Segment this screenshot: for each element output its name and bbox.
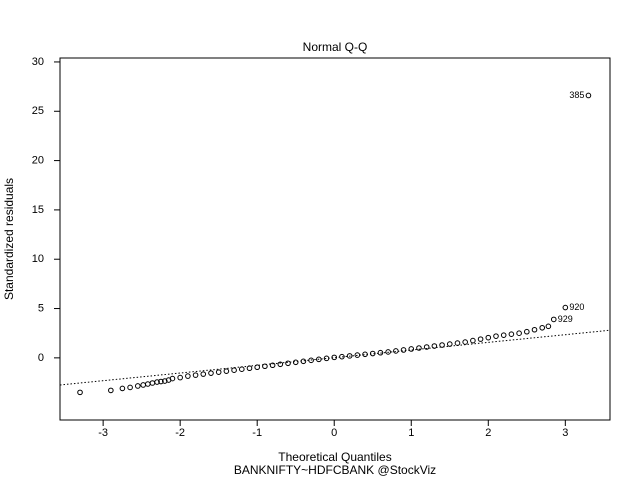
y-tick-label: 10 [32,253,44,265]
point [516,330,522,336]
point [539,324,546,331]
point-label: 920 [569,302,584,312]
x-tick-label: -3 [98,427,108,439]
point [300,358,307,365]
point [531,326,538,333]
x-tick-label: 2 [485,427,491,439]
point [354,352,361,358]
point [585,92,592,99]
point [269,362,276,369]
subtitle: BANKNIFTY~HDFCBANK @StockViz [234,463,436,477]
point [485,334,492,341]
point [446,341,453,347]
point [408,346,415,352]
y-tick-label: 5 [38,302,44,314]
point [238,366,245,373]
point [158,378,164,385]
point [477,336,484,342]
point [423,344,430,350]
point [161,378,168,384]
plot-frame [59,57,611,421]
point [524,328,530,335]
point [185,373,191,379]
point [346,353,353,359]
point [331,354,338,361]
point [192,372,199,378]
point [223,368,230,374]
point [254,364,260,371]
y-tick-label: 30 [32,56,44,68]
point [500,332,507,338]
point [231,367,237,373]
reference-line [59,329,611,386]
x-tick-label: -2 [175,427,185,439]
point [262,363,268,370]
point [545,323,552,330]
point [140,382,146,388]
point [277,361,284,368]
point [470,337,476,344]
point [393,348,399,354]
point [377,349,384,356]
point [135,383,141,389]
point [508,331,515,337]
x-tick-label: 3 [562,427,568,439]
point [215,369,222,375]
point [246,365,253,372]
point [369,350,376,357]
point [77,389,83,396]
point [108,387,114,394]
point [562,304,569,311]
y-tick-label: 20 [32,154,44,166]
y-tick-label: 15 [32,204,44,216]
x-tick-label: 0 [331,427,337,439]
point [400,347,407,353]
point [127,384,133,391]
y-tick-label: 25 [32,105,44,117]
point [200,371,207,377]
point [292,359,299,366]
point [362,351,368,358]
point-label: 929 [558,314,573,324]
point [316,356,322,363]
point [385,349,391,355]
point [323,355,330,362]
point [208,370,214,376]
x-axis-label: Theoretical Quantiles [278,450,391,464]
point [339,353,345,360]
point [416,345,422,351]
y-axis-label: Standardized residuals [2,178,16,300]
chart-title: Normal Q-Q [303,40,368,54]
point [177,374,183,381]
point [154,379,160,385]
point [493,333,499,339]
point [145,381,151,387]
point [431,343,438,349]
point [439,342,445,348]
x-tick-label: 1 [408,427,414,439]
point [285,360,291,367]
point [454,340,461,346]
point [308,357,314,364]
y-tick-label: 0 [38,352,44,364]
point [149,380,156,386]
point [462,339,468,345]
point [169,375,176,382]
point [550,316,557,323]
point [119,385,126,392]
x-tick-label: -1 [252,427,262,439]
point-label: 385 [569,90,584,100]
